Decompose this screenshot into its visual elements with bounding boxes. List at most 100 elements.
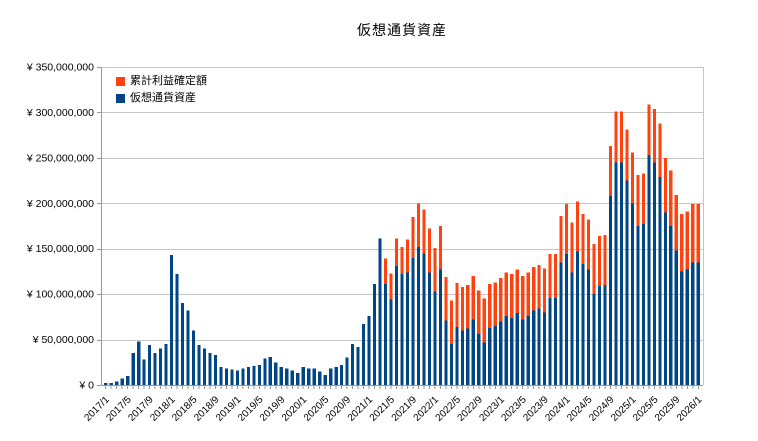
bar-segment-profit (565, 204, 569, 255)
bar-segment-asset (367, 315, 371, 385)
bar-segment-profit (411, 216, 415, 258)
bar-segment-asset (109, 383, 113, 385)
bar-segment-asset (329, 368, 333, 385)
bar-segment-asset (543, 312, 547, 385)
bar-segment-asset (351, 344, 355, 385)
bar-segment-asset (334, 366, 338, 385)
bar-segment-asset (427, 272, 432, 385)
bar-segment-asset (471, 319, 475, 385)
bar-segment-asset (241, 368, 245, 385)
bar-segment-asset (126, 375, 130, 385)
bar-segment-asset (356, 346, 360, 385)
bar-segment-asset (647, 155, 651, 385)
bar-segment-asset (565, 254, 569, 385)
bar-segment-asset (279, 366, 283, 385)
bar-segment-profit (543, 268, 547, 313)
bar-segment-profit (482, 298, 486, 343)
bar-segment-profit (394, 238, 399, 266)
bar-segment-profit (570, 222, 574, 273)
bar-segment-asset (131, 353, 135, 385)
bar-segment-asset (142, 359, 146, 385)
bar-segment-asset (674, 250, 678, 385)
bar-segment-asset (570, 272, 574, 385)
bar-segment-asset (477, 334, 481, 385)
bar-segment-asset (482, 342, 486, 385)
bar-segment-profit (427, 228, 432, 273)
bar-segment-asset (691, 262, 695, 385)
bar-segment-profit (471, 275, 475, 320)
bar-segment-asset (219, 366, 223, 385)
bar-segment-profit (444, 276, 448, 321)
bar-segment-asset (378, 238, 382, 385)
bar-segment-profit (652, 108, 656, 163)
bar-segment-asset (394, 265, 399, 385)
bar-segment-asset (180, 303, 185, 385)
bar-segment-profit (586, 219, 591, 270)
bar-segment-asset (153, 353, 157, 385)
bar-segment-asset (224, 368, 229, 385)
bar-segment-profit (416, 203, 421, 247)
bar-segment-profit (554, 254, 558, 298)
bar-segment-profit (614, 111, 618, 163)
bar-segment-profit (438, 226, 442, 270)
bar-segment-asset (449, 344, 453, 385)
legend-label-profit: 累計利益確定額 (130, 75, 207, 87)
bar-segment-asset (164, 344, 168, 385)
bar-segment-asset (268, 356, 272, 385)
bar-segment-profit (680, 214, 684, 272)
bar-segment-profit (510, 274, 514, 318)
bar-segment-profit (658, 123, 662, 177)
legend-swatch-asset (116, 93, 125, 103)
legend: 累計利益確定額 仮想通貨資産 (116, 74, 207, 105)
y-tick-label: ¥ 200,000,000 (26, 198, 94, 210)
bar-segment-asset (532, 310, 536, 385)
bar-segment-asset (191, 330, 196, 385)
bar-segment-asset (488, 327, 492, 385)
bar-segment-profit (389, 273, 393, 300)
bar-segment-asset (148, 345, 152, 385)
bar-segment-profit (674, 195, 678, 251)
bar-segment-profit (691, 204, 695, 263)
bar-segment-profit (625, 129, 629, 181)
legend-item-asset: 仮想通貨資産 (116, 91, 207, 105)
bar-segment-profit (499, 277, 503, 322)
bar-segment-asset (575, 251, 580, 385)
bar-segment-asset (362, 324, 366, 385)
legend-item-profit: 累計利益確定額 (116, 74, 207, 88)
bar-segment-asset (597, 285, 602, 385)
bar-segment-asset (120, 378, 124, 385)
bar-segment-asset (504, 315, 508, 385)
bar-segment-asset (658, 176, 662, 385)
bar-segment-profit (696, 204, 700, 263)
bar-segment-asset (663, 212, 667, 385)
bar-segment-profit (422, 209, 426, 254)
bar-segment-asset (104, 383, 108, 385)
bar-segment-asset (554, 297, 558, 385)
bar-segment-asset (669, 226, 673, 385)
bar-segment-profit (405, 239, 410, 273)
bar-segment-asset (603, 285, 607, 385)
bar-segment-profit (641, 173, 645, 225)
bar-segment-profit (663, 157, 667, 213)
bar-segment-asset (285, 368, 289, 385)
x-tick-label: 2026/1 (675, 394, 705, 424)
bar-segment-profit (526, 272, 530, 316)
bar-segment-profit (575, 201, 580, 252)
bar-segment-asset (592, 294, 596, 385)
bar-segment-profit (433, 247, 437, 292)
bar-segment-profit (597, 235, 602, 286)
y-tick-label: ¥ 0 (78, 380, 94, 392)
bar-segment-profit (603, 235, 607, 286)
bar-segment-asset (307, 368, 311, 385)
bar-segment-profit (581, 214, 585, 265)
bar-segment-asset (548, 297, 552, 385)
y-tick-label: ¥ 100,000,000 (26, 289, 94, 301)
bar-segment-profit (592, 244, 596, 295)
bar-segment-profit (647, 104, 651, 156)
bar-segment-asset (526, 315, 530, 385)
bar-segment-asset (438, 269, 442, 385)
bar-segment-asset (455, 326, 459, 385)
bar-segment-profit (515, 269, 519, 314)
